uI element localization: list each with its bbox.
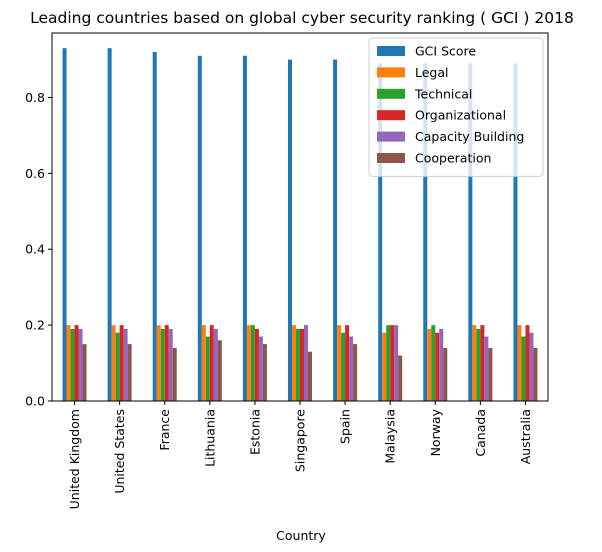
bar: [205, 336, 210, 401]
bar: [521, 336, 526, 401]
bar: [349, 336, 354, 401]
legend-label: Cooperation: [415, 151, 491, 166]
bar: [304, 325, 308, 401]
x-tick-label: United States: [112, 409, 127, 494]
bar: [242, 55, 247, 402]
legend-label: Capacity Building: [415, 129, 524, 144]
bar: [246, 325, 251, 401]
bar: [308, 351, 312, 401]
bar: [111, 325, 116, 401]
legend-swatch: [377, 46, 405, 56]
bar: [435, 332, 440, 401]
bar: [386, 325, 391, 401]
y-tick-label: 0.4: [25, 242, 45, 257]
legend-swatch: [377, 67, 405, 78]
bar: [439, 328, 444, 401]
legend-swatch: [377, 153, 405, 163]
x-tick-label: Australia: [518, 409, 533, 464]
x-tick-label: Norway: [428, 408, 443, 456]
legend-label: GCI Score: [415, 44, 476, 59]
legend-swatch: [377, 131, 405, 142]
legend-swatch: [377, 110, 405, 121]
x-tick-label: Malaysia: [383, 409, 398, 464]
bar: [70, 328, 75, 401]
bar: [378, 63, 383, 401]
bar: [443, 347, 448, 401]
bar: [62, 48, 67, 401]
x-tick-label: France: [157, 409, 172, 451]
bar: [172, 347, 177, 401]
bar: [333, 59, 338, 401]
legend-swatch: [377, 88, 405, 99]
bar: [250, 325, 255, 401]
bar: [488, 347, 493, 401]
bar: [160, 328, 165, 401]
chart-title: Leading countries based on global cyber …: [30, 9, 574, 27]
y-tick-label: 0.8: [25, 90, 45, 105]
bar: [78, 328, 83, 401]
bar: [468, 63, 473, 401]
bar: [345, 325, 350, 401]
y-tick-label: 0.2: [25, 318, 45, 333]
bar: [390, 325, 395, 401]
bar: [168, 328, 173, 401]
bar: [156, 325, 161, 401]
bar: [254, 328, 259, 401]
bar: [127, 344, 132, 401]
bar: [382, 332, 387, 401]
bar: [123, 328, 128, 401]
bar: [476, 328, 481, 401]
x-tick-label: Lithuania: [202, 409, 217, 467]
bar: [337, 325, 342, 401]
bar: [525, 325, 530, 401]
bar: [529, 332, 534, 401]
bar: [472, 325, 477, 401]
bar: [66, 325, 71, 401]
bar: [517, 325, 522, 401]
legend-label: Technical: [414, 86, 472, 101]
bar: [288, 59, 292, 401]
bar: [115, 332, 120, 401]
x-axis-label: Country: [276, 528, 326, 543]
plot-area: 0.0 0.2 0.4 0.6 0.8 United Kingdom United Stat…: [25, 32, 549, 509]
bar: [107, 48, 112, 401]
legend-box: [368, 37, 544, 177]
bar: [480, 325, 485, 401]
bar: [213, 328, 218, 401]
bar: [300, 328, 304, 401]
bar: [209, 325, 214, 401]
y-tick-label: 0.6: [25, 166, 45, 181]
bar: [296, 328, 300, 401]
x-tick-label: United Kingdom: [67, 409, 82, 509]
bar: [484, 336, 489, 401]
bar: [201, 325, 206, 401]
bar: [341, 332, 346, 401]
y-tick-label: 0.0: [25, 394, 45, 409]
x-tick-label: Estonia: [247, 409, 262, 455]
legend-label: Organizational: [415, 108, 506, 123]
bar: [74, 325, 79, 401]
bar: [119, 325, 124, 401]
bar: [398, 355, 403, 401]
bar: [394, 325, 399, 401]
bar: [533, 347, 538, 401]
x-tick-label: Singapore: [293, 409, 308, 472]
bar: [164, 325, 169, 401]
x-tick-label: Canada: [473, 409, 488, 457]
bar: [513, 63, 518, 401]
bar: [217, 340, 222, 401]
bar: [431, 325, 436, 401]
legend-label: Legal: [415, 65, 449, 80]
bar: [197, 55, 202, 402]
bar: [82, 344, 87, 401]
bar: [353, 344, 358, 401]
bar: [427, 328, 432, 401]
bar: [262, 344, 267, 401]
bar: [152, 51, 157, 402]
x-tick-label: Spain: [338, 409, 353, 444]
bar: [292, 325, 296, 401]
bar: [423, 63, 428, 401]
bar: [258, 336, 263, 401]
